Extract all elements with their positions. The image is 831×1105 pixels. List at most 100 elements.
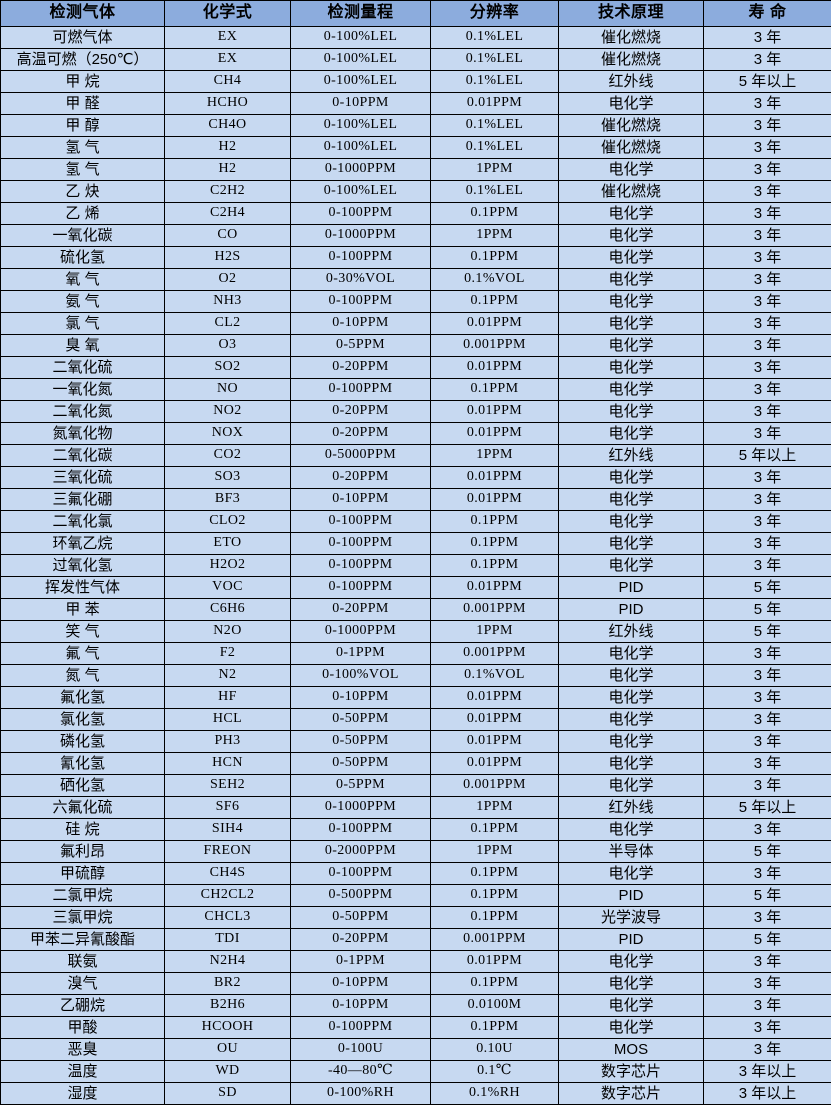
cell-principle: 电化学 [559,93,704,115]
cell-principle: 电化学 [559,555,704,577]
cell-formula: WD [165,1061,291,1083]
cell-gas: 笑 气 [1,621,165,643]
cell-life: 5 年以上 [704,445,831,467]
cell-life: 3 年 [704,115,831,137]
cell-gas: 硒化氢 [1,775,165,797]
cell-resolution: 0.1PPM [431,511,559,533]
cell-range: 0-100PPM [291,291,431,313]
cell-principle: 催化燃烧 [559,27,704,49]
cell-principle: 电化学 [559,379,704,401]
cell-range: 0-10PPM [291,973,431,995]
cell-gas: 六氟化硫 [1,797,165,819]
cell-formula: CH4S [165,863,291,885]
cell-resolution: 0.1PPM [431,973,559,995]
cell-range: 0-100PPM [291,819,431,841]
cell-life: 3 年以上 [704,1083,831,1105]
cell-life: 3 年 [704,203,831,225]
cell-range: 0-10PPM [291,489,431,511]
cell-range: 0-1PPM [291,951,431,973]
cell-gas: 氮氧化物 [1,423,165,445]
cell-principle: MOS [559,1039,704,1061]
cell-life: 3 年 [704,137,831,159]
cell-life: 3 年 [704,335,831,357]
cell-resolution: 0.1PPM [431,379,559,401]
cell-formula: CH4 [165,71,291,93]
cell-life: 3 年 [704,973,831,995]
cell-resolution: 0.01PPM [431,93,559,115]
cell-range: 0-2000PPM [291,841,431,863]
cell-principle: PID [559,599,704,621]
column-header-range: 检测量程 [291,1,431,27]
cell-life: 3 年 [704,863,831,885]
cell-resolution: 1PPM [431,797,559,819]
cell-gas: 湿度 [1,1083,165,1105]
cell-formula: NH3 [165,291,291,313]
cell-gas: 三氧化硫 [1,467,165,489]
cell-range: 0-20PPM [291,423,431,445]
cell-resolution: 0.001PPM [431,335,559,357]
cell-resolution: 0.1%LEL [431,137,559,159]
cell-resolution: 0.1PPM [431,907,559,929]
cell-life: 3 年 [704,93,831,115]
column-header-formula: 化学式 [165,1,291,27]
cell-principle: PID [559,577,704,599]
cell-resolution: 1PPM [431,445,559,467]
cell-life: 3 年 [704,27,831,49]
cell-range: 0-100%LEL [291,137,431,159]
cell-principle: 电化学 [559,973,704,995]
cell-life: 3 年 [704,555,831,577]
cell-resolution: 0.10U [431,1039,559,1061]
cell-principle: 红外线 [559,445,704,467]
cell-range: 0-100PPM [291,511,431,533]
cell-resolution: 0.1PPM [431,1017,559,1039]
cell-formula: ETO [165,533,291,555]
cell-principle: 电化学 [559,401,704,423]
cell-gas: 氧 气 [1,269,165,291]
cell-life: 3 年 [704,511,831,533]
cell-principle: 电化学 [559,533,704,555]
cell-range: 0-20PPM [291,357,431,379]
cell-formula: HCN [165,753,291,775]
cell-formula: C2H2 [165,181,291,203]
cell-gas: 甲苯二异氰酸酯 [1,929,165,951]
cell-life: 3 年 [704,181,831,203]
cell-resolution: 0.1%LEL [431,181,559,203]
cell-formula: NO [165,379,291,401]
cell-formula: N2 [165,665,291,687]
cell-range: 0-20PPM [291,467,431,489]
cell-resolution: 0.01PPM [431,423,559,445]
cell-resolution: 0.1PPM [431,863,559,885]
cell-formula: CH4O [165,115,291,137]
cell-formula: OU [165,1039,291,1061]
cell-principle: 电化学 [559,203,704,225]
cell-range: 0-50PPM [291,731,431,753]
cell-formula: F2 [165,643,291,665]
cell-principle: 红外线 [559,797,704,819]
cell-range: 0-10PPM [291,313,431,335]
cell-life: 5 年以上 [704,797,831,819]
cell-life: 3 年 [704,819,831,841]
cell-gas: 三氟化硼 [1,489,165,511]
cell-resolution: 0.01PPM [431,467,559,489]
cell-principle: 催化燃烧 [559,181,704,203]
cell-principle: 电化学 [559,775,704,797]
cell-resolution: 0.1%VOL [431,269,559,291]
